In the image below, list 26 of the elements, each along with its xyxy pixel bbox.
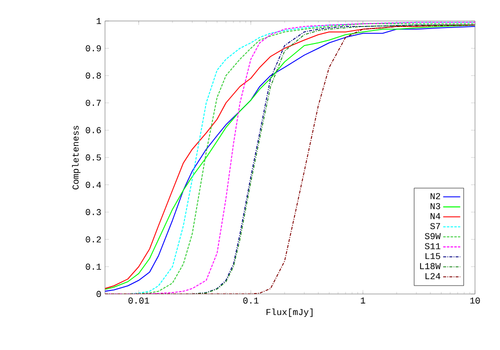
x-tick-label: 10 xyxy=(470,298,480,304)
y-tick-label: 0.2 xyxy=(86,236,101,242)
legend-label: L18W xyxy=(420,263,441,270)
legend-label: N3 xyxy=(430,203,440,210)
y-tick-label: 1 xyxy=(96,18,102,24)
legend-label: S7 xyxy=(430,223,440,230)
y-tick-label: 0.4 xyxy=(86,182,102,188)
x-tick-label: 0.1 xyxy=(243,298,258,304)
x-axis-title: Flux[mJy] xyxy=(266,308,312,317)
legend-label: N2 xyxy=(430,193,440,200)
legend-label: L24 xyxy=(426,273,440,280)
y-axis-title: Completeness xyxy=(72,126,80,190)
legend-label: N4 xyxy=(430,213,440,220)
legend-label: S11 xyxy=(424,243,440,250)
legend-label: S9W xyxy=(424,233,441,240)
y-tick-label: 0.6 xyxy=(86,127,101,134)
y-tick-label: 0.8 xyxy=(86,72,101,79)
legend-label: L15 xyxy=(426,253,440,260)
x-tick-label: 1 xyxy=(360,298,366,304)
y-tick-label: 0.1 xyxy=(86,264,102,270)
y-tick-label: 0.7 xyxy=(86,100,101,106)
y-tick-label: 0.3 xyxy=(86,209,101,216)
x-tick-label: 0.01 xyxy=(128,298,150,304)
y-tick-label: 0.9 xyxy=(86,45,101,52)
y-tick-label: 0 xyxy=(96,290,101,298)
y-tick-label: 0.5 xyxy=(86,154,101,161)
